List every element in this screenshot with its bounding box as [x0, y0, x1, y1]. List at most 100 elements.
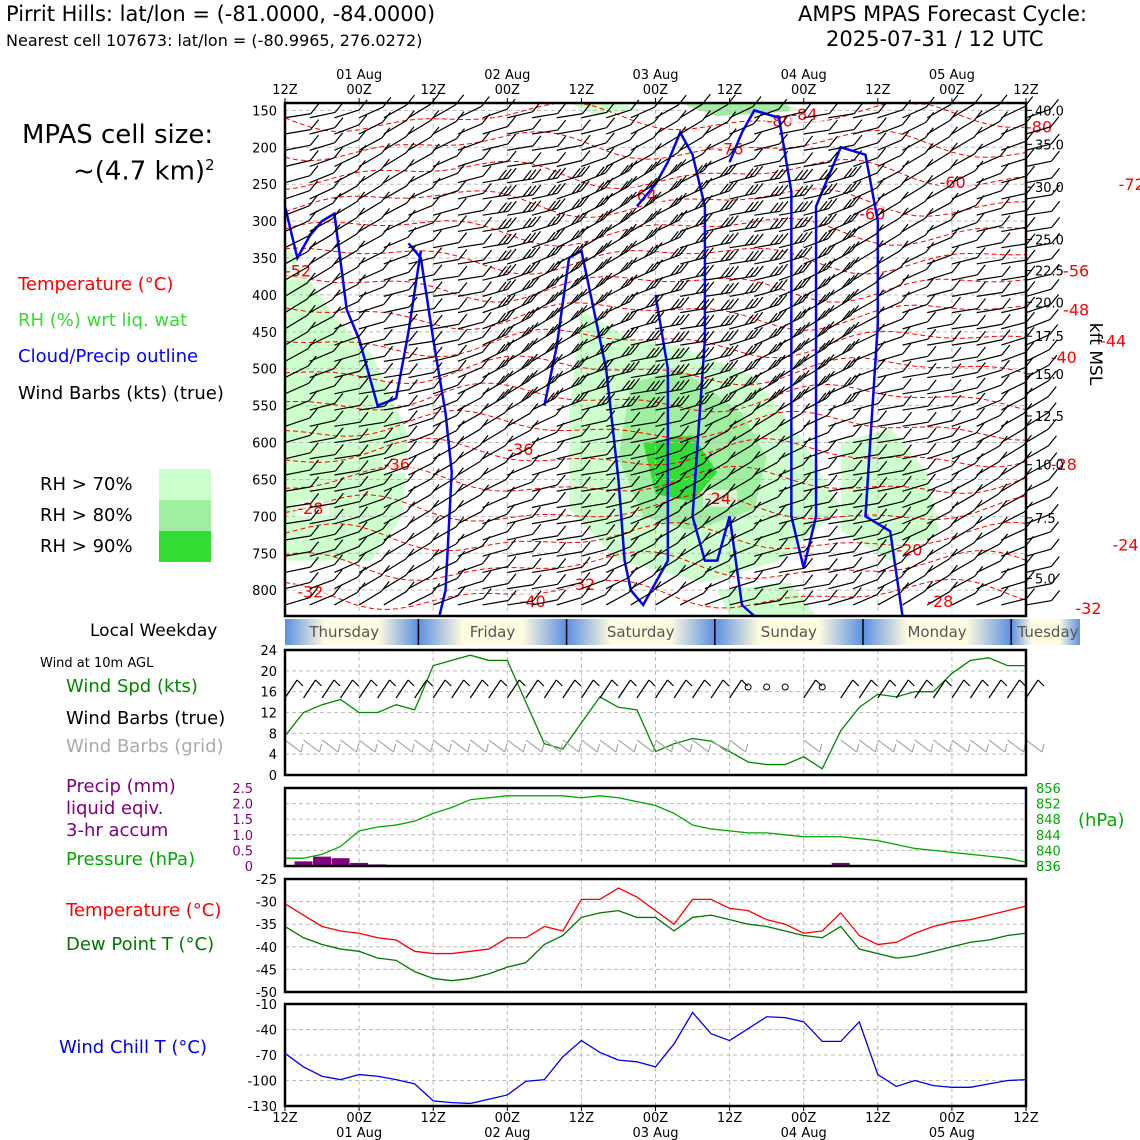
wind-barb-flag: [779, 184, 789, 196]
wind-barb-grid-flag: [300, 743, 304, 753]
wind-barb-shaft: [408, 478, 432, 492]
wind-barb-shaft: [877, 470, 904, 476]
wind-barb-flag: [798, 232, 808, 243]
wind-barb-flag: [605, 147, 615, 159]
temperature-line: [284, 887, 1027, 955]
wind-barb-flag: [850, 272, 860, 284]
wind-barb-flag: [653, 112, 663, 123]
wind-barb-flag: [629, 536, 639, 548]
wind-barb-shaft: [432, 104, 456, 119]
wind-barb-shaft: [902, 559, 926, 573]
kft-tick-label: 5.0: [1035, 572, 1056, 587]
wind-barb-flag: [794, 233, 803, 245]
wind-barb-shaft: [828, 581, 854, 590]
wind-barb-shaft: [679, 447, 705, 460]
wind-barb-shaft: [704, 414, 729, 427]
wind-barb-shaft: [877, 576, 902, 590]
wind-barb-flag: [800, 369, 810, 381]
wind-barb-flag: [605, 569, 615, 581]
wind-barb-flag: [458, 298, 468, 309]
wind-barb-grid: [395, 739, 413, 753]
wind-barb-flag: [902, 491, 912, 502]
wind-tick-label: 24: [260, 644, 277, 659]
wind-barb-flag: [976, 392, 986, 404]
wind-barb-grid: [1025, 739, 1043, 753]
wind-barb-shaft: [877, 454, 904, 460]
wind-barb-flag: [1025, 570, 1035, 582]
wind-barb-flag: [550, 276, 560, 287]
wind-barb-shaft: [334, 335, 360, 346]
wind-barb-flag: [408, 379, 418, 390]
wind-barb-flag: [1000, 374, 1010, 386]
wind-barb-flag: [626, 362, 635, 373]
wind-barb-flag: [1048, 435, 1057, 447]
wind-barb-flag: [553, 337, 563, 349]
wind-barb-flag: [556, 474, 566, 486]
wind-barb-flag: [599, 195, 609, 206]
wind-barb-flag: [902, 506, 912, 518]
rh-shading-6: [680, 103, 804, 117]
wind-barb-shaft: [655, 511, 679, 525]
weekday-label: Saturday: [607, 623, 675, 641]
legend-temperature: Temperature (°C): [18, 274, 174, 295]
wind-barb-shaft: [803, 583, 830, 590]
wind-barb-flag: [334, 460, 344, 472]
wind-barb-shaft: [457, 123, 483, 135]
wind-barb-flag: [846, 227, 856, 239]
wind-barb-flag: [458, 282, 468, 293]
wind-barb-flag: [675, 297, 685, 309]
wind-barb-shaft: [630, 483, 656, 492]
wind-barb-flag: [431, 453, 441, 464]
wind-barb-flag: [545, 294, 555, 306]
wind-barb-flag: [307, 225, 317, 237]
wind-barb-flag: [705, 281, 715, 293]
wind-barb-shaft: [531, 567, 558, 574]
wind-barb-flag: [769, 186, 779, 197]
wind-barb-flag: [651, 363, 660, 375]
wind-barb-shaft: [902, 184, 925, 200]
wind-barb-flag: [1050, 278, 1060, 290]
wind-barb-flag: [580, 195, 590, 207]
wind-barb-shaft: [334, 318, 359, 330]
wind-barb-shaft: [803, 129, 830, 135]
wind-barb-shaft: [679, 493, 703, 509]
wind-barb-shaft: [1025, 462, 1050, 476]
wind-barb-shaft: [605, 485, 632, 492]
temp-tick-label: -35: [256, 918, 277, 933]
wind-barb-shaft: [581, 486, 608, 492]
wind-barb-flag: [332, 323, 342, 335]
wind-barb-flag: [383, 458, 393, 470]
wind-barb-shaft: [803, 192, 830, 200]
wind-barb-flag: [596, 378, 606, 390]
wind-barb-flag: [793, 295, 802, 307]
wind-barb-shaft: [581, 518, 608, 525]
wind-barb-flag: [798, 247, 808, 259]
wind-barb-flag: [381, 533, 391, 545]
wind-barb-shaft: [679, 592, 704, 606]
wind-barb-shaft: [457, 545, 483, 557]
wind-barb-flag: [649, 278, 659, 290]
wind-barb-true: [1006, 679, 1020, 699]
wind-barb-flag: [769, 234, 779, 246]
wind-barb-flag: [1001, 249, 1011, 260]
wind-barb-flag: [973, 126, 983, 138]
wind-barb-flag: [455, 516, 465, 528]
wind-barb-flag: [482, 148, 492, 160]
wind-barb-flag: [725, 282, 735, 294]
wind-barb-flag: [502, 185, 512, 197]
wind-barb-flag: [1001, 232, 1011, 244]
weekday-label: Monday: [907, 623, 966, 641]
wind-barb-shaft: [976, 172, 1002, 184]
wind-barb-shaft: [976, 291, 1003, 297]
wind-barb-flag: [924, 191, 934, 203]
wind-barb-flag: [383, 294, 393, 305]
wind-barb-flag: [803, 506, 813, 518]
wind-barb-flag: [529, 403, 539, 414]
wind-barb-shaft: [383, 219, 408, 232]
wind-barb-shaft: [926, 219, 951, 232]
model-title: AMPS MPAS Forecast Cycle:: [798, 2, 1087, 26]
wind-barb-shaft: [778, 533, 805, 541]
wind-barb-flag: [675, 395, 685, 407]
wind-barb-flag: [359, 444, 369, 456]
wind-barb-flag: [604, 584, 614, 596]
